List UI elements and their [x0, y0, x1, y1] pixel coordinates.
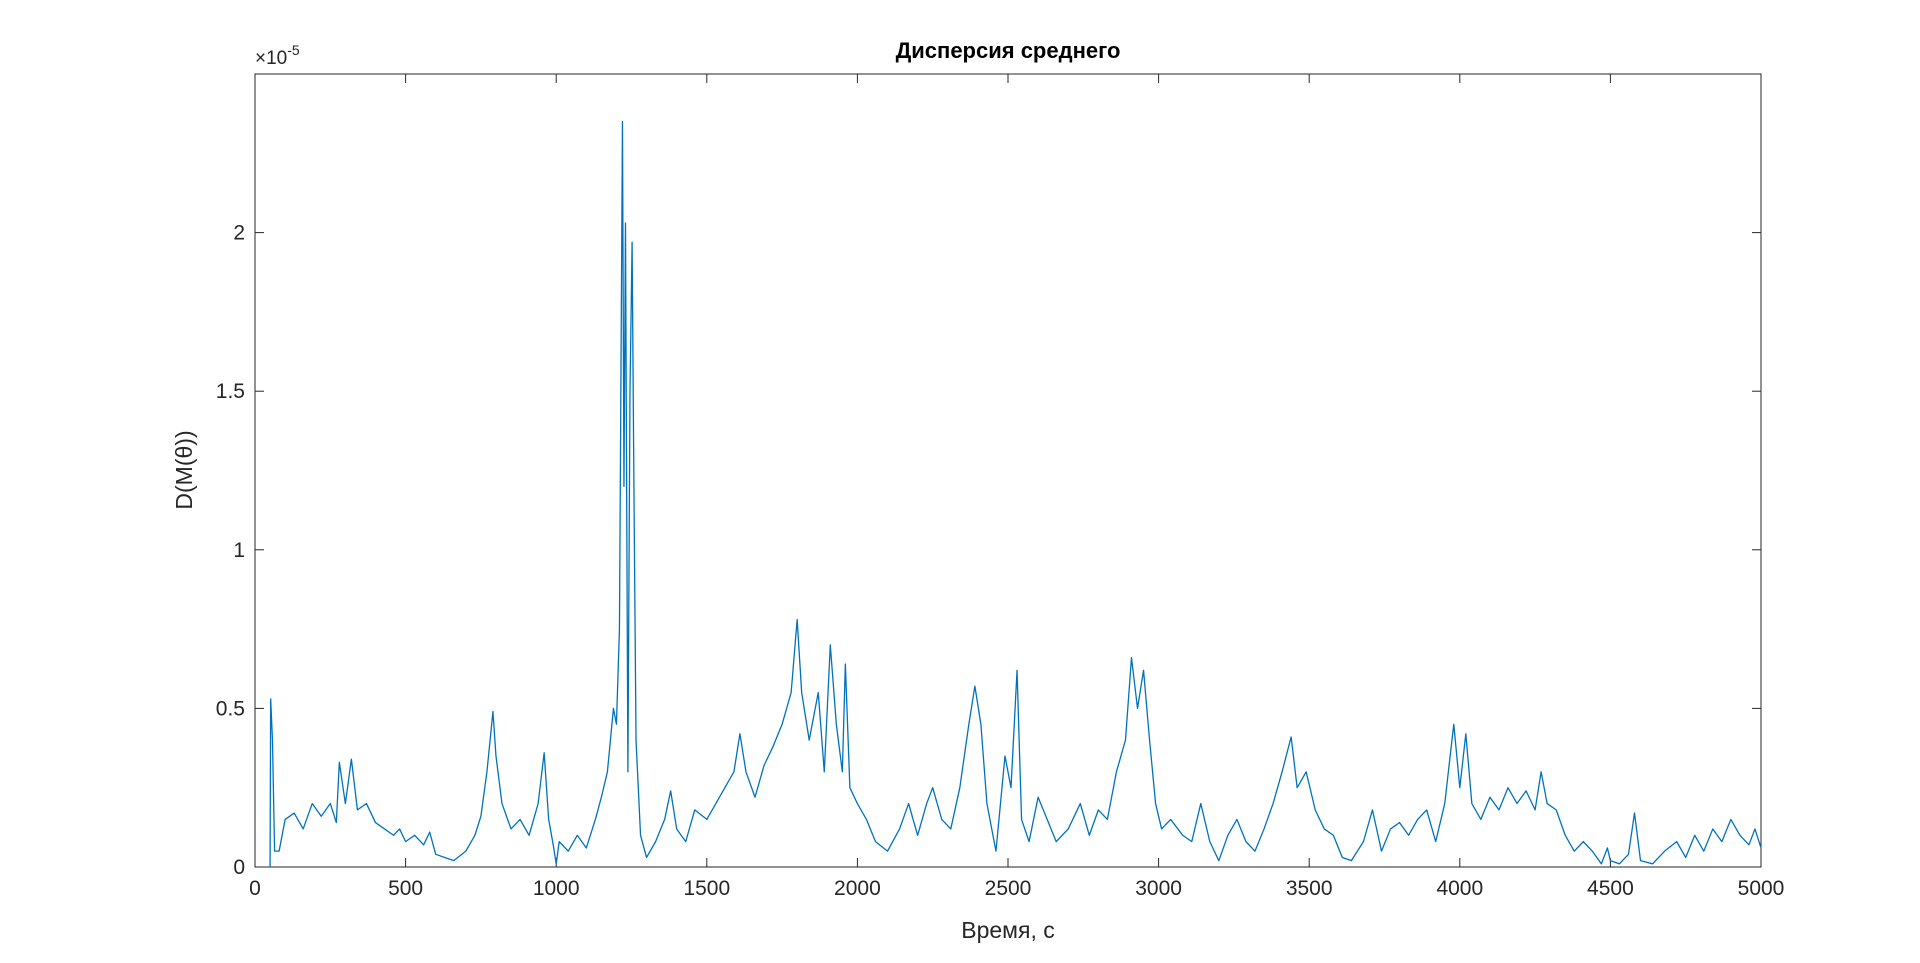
y-tick-label: 1	[233, 539, 245, 562]
y-multiplier: ×10-5	[255, 42, 300, 69]
x-tick-label: 2000	[834, 877, 881, 900]
x-tick-label: 3500	[1286, 877, 1333, 900]
x-tick-label: 500	[388, 877, 423, 900]
y-tick-label: 0.5	[216, 697, 245, 720]
x-tick-label: 2500	[985, 877, 1032, 900]
y-tick-label: 1.5	[216, 380, 245, 403]
y-tick-label: 2	[233, 222, 245, 245]
x-tick-label: 4000	[1436, 877, 1483, 900]
x-tick-label: 4500	[1587, 877, 1634, 900]
x-axis-label: Время, с	[961, 917, 1054, 943]
x-tick-label: 0	[249, 877, 261, 900]
multiplier-base: ×10	[255, 48, 287, 69]
x-tick-label: 3000	[1135, 877, 1182, 900]
multiplier-exponent: -5	[287, 42, 300, 58]
data-line	[269, 120, 1762, 868]
plot-box	[254, 73, 1762, 868]
chart-title: Дисперсия среднего	[896, 38, 1121, 63]
y-tick-label: 0	[233, 856, 245, 879]
x-tick-label: 1500	[683, 877, 730, 900]
x-tick-label: 5000	[1738, 877, 1785, 900]
y-axis-label: D(M(θ))	[171, 430, 197, 509]
x-tick-label: 1000	[533, 877, 580, 900]
